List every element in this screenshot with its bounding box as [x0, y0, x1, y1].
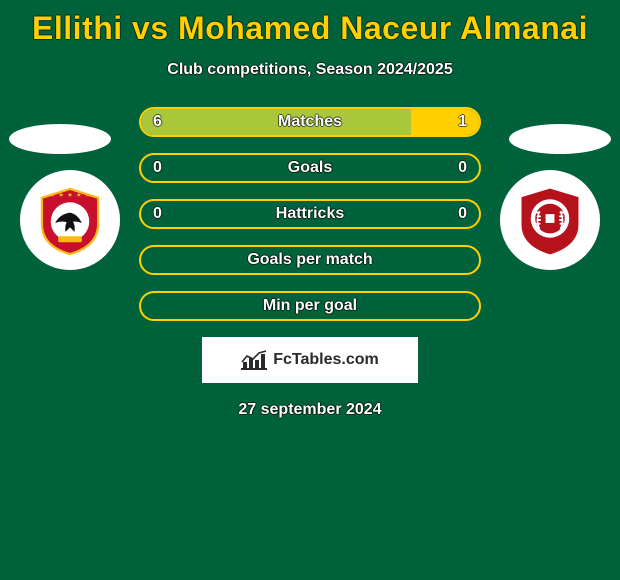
stat-row: Goals 0 0: [139, 153, 481, 183]
stat-value-left: 6: [153, 113, 162, 131]
stat-row: Matches 6 1: [139, 107, 481, 137]
club-right-badge: [500, 170, 600, 270]
stat-value-left: 0: [153, 205, 162, 223]
watermark-chart-icon: [241, 350, 267, 370]
stat-row: Goals per match: [139, 245, 481, 275]
player-left-silhouette: [9, 124, 111, 154]
subtitle: Club competitions, Season 2024/2025: [0, 61, 620, 79]
stat-value-right: 1: [458, 113, 467, 131]
stat-bar-right: [411, 109, 479, 135]
stat-label: Goals per match: [247, 251, 372, 269]
stat-row: Hattricks 0 0: [139, 199, 481, 229]
stat-value-right: 0: [458, 205, 467, 223]
page-title: Ellithi vs Mohamed Naceur Almanai: [0, 0, 620, 47]
stat-label: Goals: [288, 159, 332, 177]
comparison-card: Ellithi vs Mohamed Naceur Almanai Club c…: [0, 0, 620, 580]
club-left-badge: [20, 170, 120, 270]
club-left-crest-icon: [33, 183, 107, 257]
stat-value-right: 0: [458, 159, 467, 177]
player-right-silhouette: [509, 124, 611, 154]
stat-bar-left: [141, 109, 411, 135]
stat-value-left: 0: [153, 159, 162, 177]
stat-label: Min per goal: [263, 297, 357, 315]
watermark: FcTables.com: [202, 337, 418, 383]
club-right-crest-icon: [513, 183, 587, 257]
stat-label: Matches: [278, 113, 342, 131]
stat-label: Hattricks: [276, 205, 344, 223]
date-label: 27 september 2024: [0, 401, 620, 419]
stat-row: Min per goal: [139, 291, 481, 321]
watermark-text: FcTables.com: [273, 351, 379, 369]
